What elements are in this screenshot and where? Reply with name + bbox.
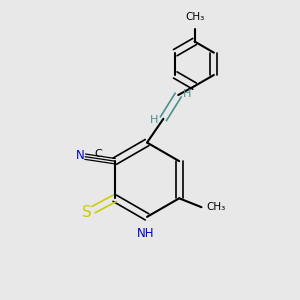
Text: H: H <box>150 115 159 125</box>
Text: CH₃: CH₃ <box>207 202 226 212</box>
Text: CH₃: CH₃ <box>185 13 204 22</box>
Text: S: S <box>82 205 92 220</box>
Text: N: N <box>75 149 84 162</box>
Text: H: H <box>183 88 191 98</box>
Text: C: C <box>94 148 102 159</box>
Text: NH: NH <box>137 227 154 240</box>
